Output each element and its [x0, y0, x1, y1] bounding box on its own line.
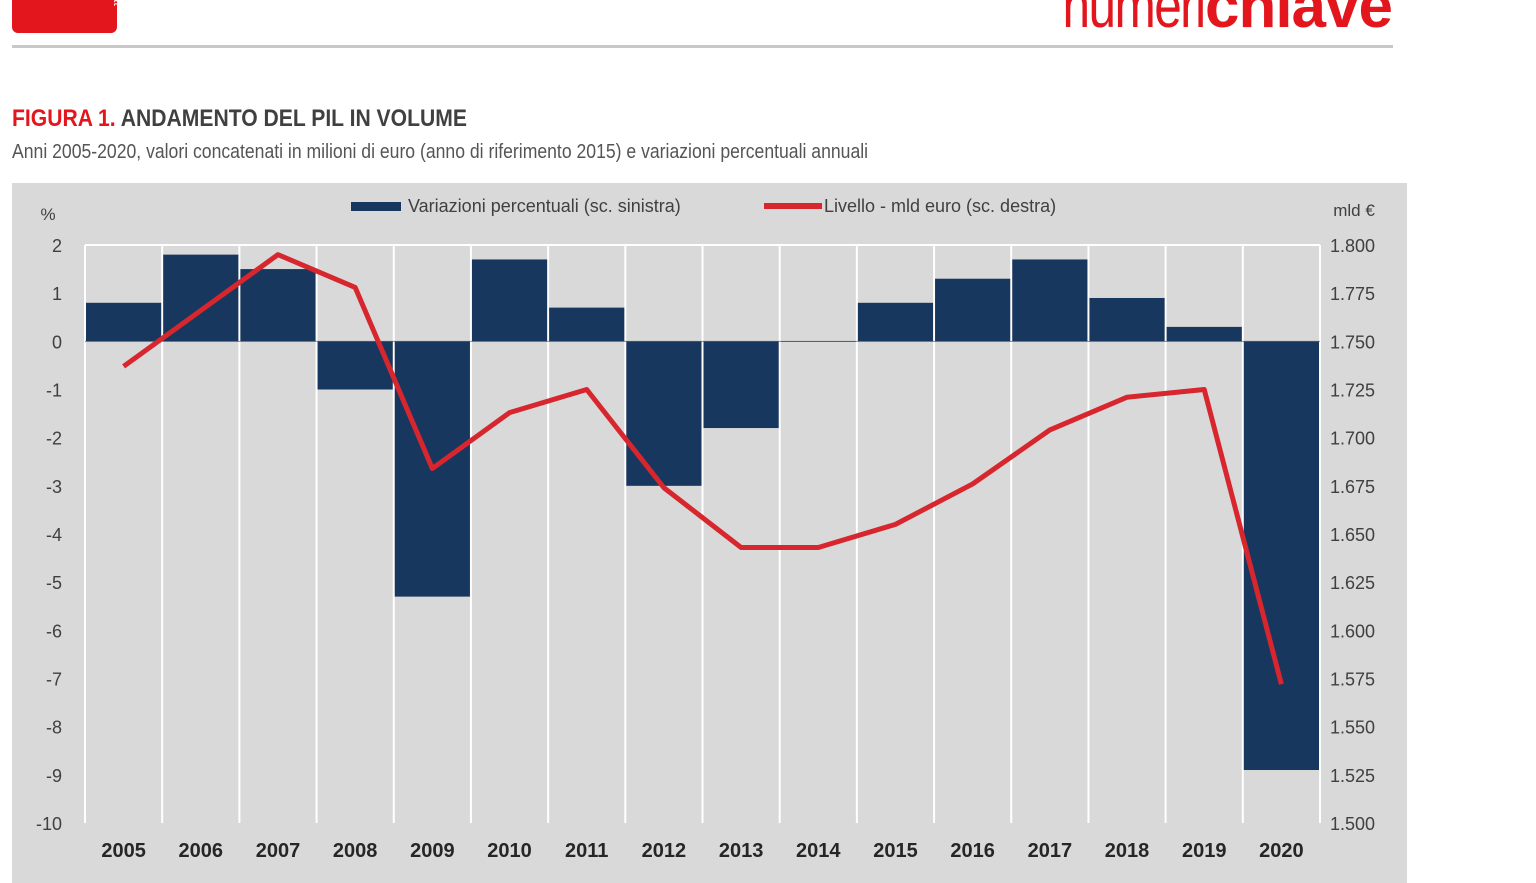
bar-2015 — [857, 302, 934, 342]
bar-2019 — [1166, 326, 1242, 342]
istat-logo: istat — [12, 0, 126, 33]
x-tick-label: 2010 — [487, 840, 532, 862]
x-tick-label: 2019 — [1182, 840, 1227, 862]
brand-thin: numeri — [1062, 0, 1207, 41]
x-tick-label: 2007 — [256, 840, 301, 862]
right-tick-label: 1.550 — [1330, 718, 1375, 738]
left-tick-label: -1 — [46, 381, 62, 401]
right-tick-label: 1.700 — [1330, 429, 1375, 449]
right-tick-label: 1.500 — [1330, 814, 1375, 834]
right-tick-label: 1.750 — [1330, 332, 1375, 352]
right-axis-label: mld € — [1333, 201, 1375, 220]
right-tick-label: 1.600 — [1330, 621, 1375, 641]
x-tick-label: 2009 — [410, 840, 455, 862]
x-tick-label: 2018 — [1105, 840, 1150, 862]
bar-2016 — [935, 278, 1011, 342]
right-tick-label: 1.800 — [1330, 236, 1375, 256]
bar-2013 — [703, 341, 779, 429]
legend-label-bars: Variazioni percentuali (sc. sinistra) — [408, 196, 681, 216]
left-tick-label: -3 — [46, 477, 62, 497]
left-tick-label: -9 — [46, 766, 62, 786]
legend-swatch-line — [764, 203, 822, 209]
left-tick-label: 2 — [52, 236, 62, 256]
left-tick-label: -10 — [36, 814, 62, 834]
level-line — [122, 252, 1284, 685]
brand-bold: chiave — [1204, 0, 1393, 41]
x-tick-label: 2008 — [333, 840, 378, 862]
bar-2005 — [86, 302, 162, 342]
bar-2014 — [780, 341, 856, 342]
legend-swatch-bars — [351, 202, 401, 211]
figure-title-text: ANDAMENTO DEL PIL IN VOLUME — [120, 105, 467, 132]
x-tick-label: 2015 — [873, 840, 918, 862]
header-divider — [12, 45, 1393, 48]
left-tick-label: -8 — [46, 718, 62, 738]
bar-2010 — [471, 259, 548, 342]
left-tick-label: 0 — [52, 332, 62, 352]
left-tick-label: -2 — [46, 429, 62, 449]
right-tick-label: 1.625 — [1330, 573, 1375, 593]
x-tick-label: 2016 — [950, 840, 995, 862]
bar-2011 — [549, 307, 625, 342]
x-tick-label: 2014 — [796, 840, 841, 862]
right-tick-label: 1.650 — [1330, 525, 1375, 545]
right-tick-label: 1.725 — [1330, 381, 1375, 401]
right-tick-label: 1.775 — [1330, 284, 1375, 304]
x-tick-label: 2013 — [719, 840, 764, 862]
x-tick-label: 2020 — [1259, 840, 1304, 862]
legend-label-line: Livello - mld euro (sc. destra) — [824, 196, 1056, 216]
right-tick-label: 1.575 — [1330, 670, 1375, 690]
x-tick-label: 2012 — [642, 840, 687, 862]
bar-2012 — [626, 341, 702, 486]
brand-title: numerichiave — [1027, 0, 1393, 41]
figure-title: FIGURA 1. ANDAMENTO DEL PIL IN VOLUME — [12, 105, 467, 133]
x-tick-label: 2005 — [101, 840, 146, 862]
left-tick-label: -4 — [46, 525, 62, 545]
x-tick-label: 2011 — [565, 840, 608, 862]
left-axis-label: % — [40, 205, 55, 224]
chart: 2 1 0 -1 -2 -3 -4 -5 -6 -7 -8 -9 -10 1.800 1.775 1.750… — [12, 183, 1407, 883]
figure-subtitle: Anni 2005-2020, valori concatenati in mi… — [12, 141, 869, 163]
bar-2017 — [1012, 259, 1088, 342]
right-tick-label: 1.675 — [1330, 477, 1375, 497]
bar-2018 — [1089, 297, 1165, 342]
x-tick-label: 2017 — [1028, 840, 1073, 862]
left-tick-label: 1 — [52, 284, 62, 304]
figure-label: FIGURA 1. — [12, 105, 116, 132]
left-tick-label: -7 — [46, 670, 62, 690]
logo-text: istat — [111, 0, 126, 6]
left-tick-label: -5 — [46, 573, 62, 593]
bar-2020 — [1243, 341, 1319, 771]
bar-2007 — [240, 269, 316, 342]
legend: Variazioni percentuali (sc. sinistra) Li… — [351, 196, 1056, 216]
x-tick-label: 2006 — [179, 840, 224, 862]
left-tick-label: -6 — [46, 621, 62, 641]
right-tick-label: 1.525 — [1330, 766, 1375, 786]
